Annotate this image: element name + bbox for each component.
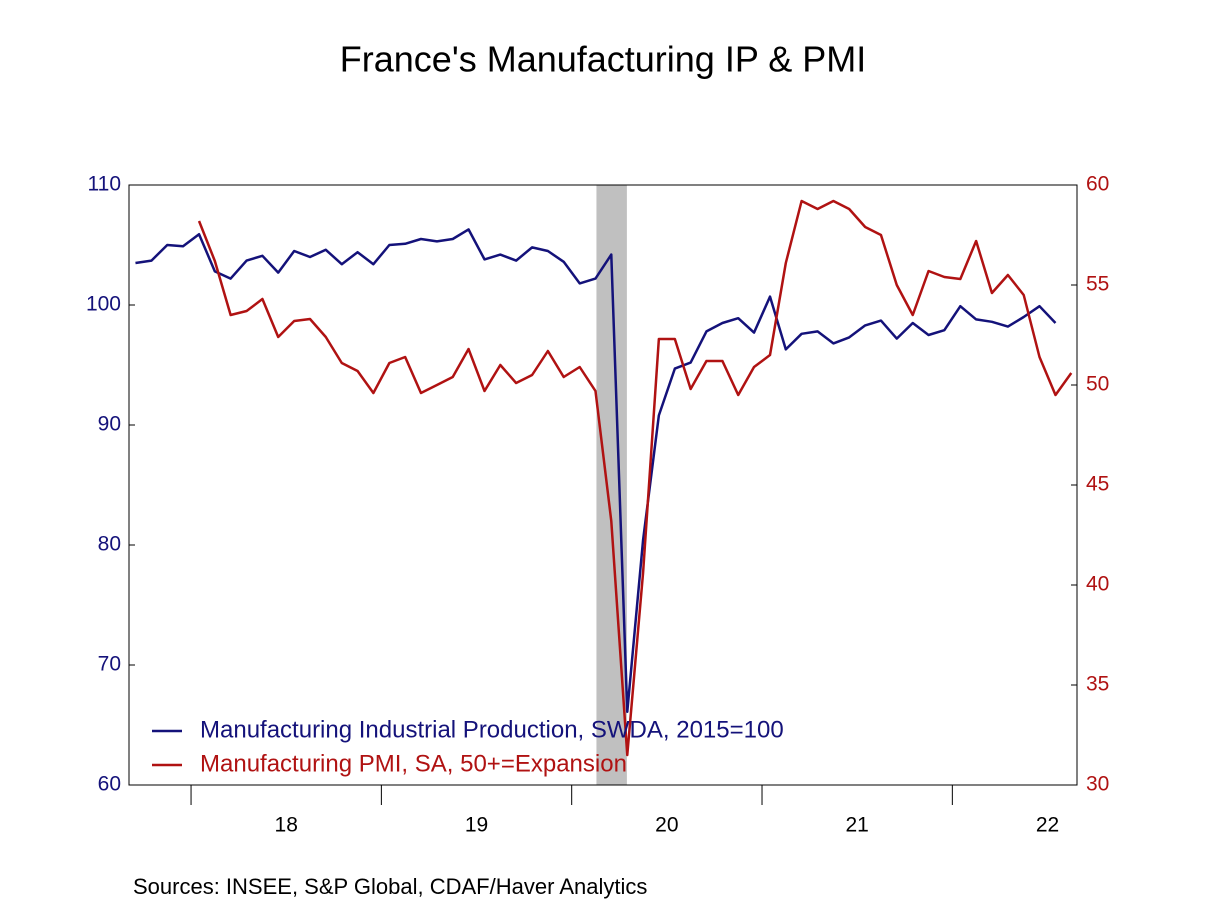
x-tick-label: 22 [1036,814,1059,837]
plot-frame [128,184,1078,786]
y-tick-label: 100 [86,293,121,316]
series-line [197,199,1073,757]
series-line [135,228,1057,714]
x-tick-label: 21 [845,814,868,837]
x-tick-label: 19 [465,814,488,837]
y-tick-label: 80 [98,533,121,556]
y2-tick-label: 30 [1086,773,1109,796]
legend-label: Manufacturing Industrial Production, SWD… [200,716,784,743]
legend-label: Manufacturing PMI, SA, 50+=Expansion [200,750,627,777]
x-tick-label: 18 [275,814,298,837]
y-tick-label: 110 [88,173,121,196]
y-tick-label: 60 [98,773,121,796]
y2-tick-label: 35 [1086,673,1109,696]
y-tick-label: 70 [98,653,121,676]
y2-tick-label: 60 [1086,173,1109,196]
y-tick-label: 90 [98,413,121,436]
y2-tick-label: 50 [1086,373,1109,396]
y2-tick-label: 45 [1086,473,1109,496]
chart-title: France's Manufacturing IP & PMI [340,39,866,80]
y2-tick-label: 40 [1086,573,1109,596]
source-note: Sources: INSEE, S&P Global, CDAF/Haver A… [133,874,647,899]
x-tick-label: 20 [655,814,678,837]
y2-tick-label: 55 [1086,273,1109,296]
